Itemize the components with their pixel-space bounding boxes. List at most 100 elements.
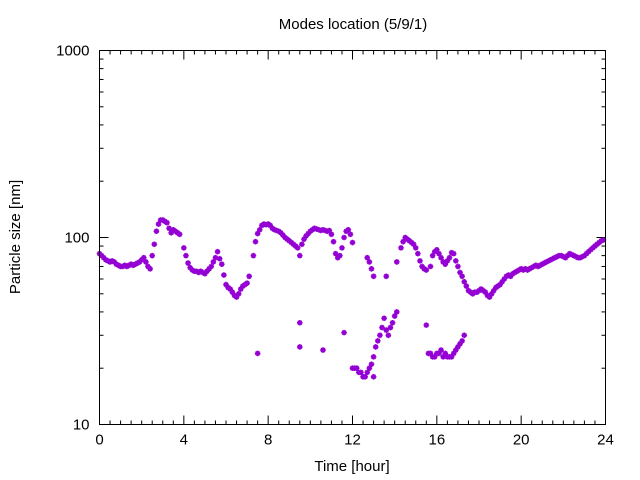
data-point	[600, 237, 607, 243]
data-point	[442, 350, 449, 357]
data-point	[136, 259, 143, 265]
x-tick-label: 0	[95, 432, 103, 449]
data-point	[417, 258, 423, 264]
data-point	[455, 263, 461, 270]
y-tick-label: 100	[64, 230, 89, 247]
data-point	[301, 236, 307, 242]
data-point	[345, 226, 352, 233]
data-point	[244, 280, 250, 286]
data-point	[398, 245, 404, 251]
data-point	[353, 365, 360, 372]
data-point	[278, 229, 284, 236]
data-point	[305, 230, 312, 237]
data-point	[457, 341, 463, 347]
data-point	[204, 268, 210, 275]
data-point	[377, 332, 383, 339]
data-point	[185, 260, 191, 266]
data-point	[459, 273, 465, 280]
data-point	[393, 259, 400, 265]
data-point	[389, 319, 396, 326]
data-point	[206, 266, 212, 272]
data-point	[212, 254, 219, 261]
data-point	[448, 354, 455, 360]
data-point	[237, 286, 244, 292]
data-point	[497, 281, 503, 288]
data-point	[423, 267, 430, 273]
data-point	[332, 250, 339, 257]
data-point	[164, 219, 170, 226]
data-point	[364, 369, 371, 376]
data-point	[366, 259, 373, 265]
data-point	[366, 365, 373, 372]
data-point	[149, 252, 156, 259]
x-tick-label: 4	[180, 432, 188, 449]
data-point	[438, 254, 444, 261]
data-point	[423, 322, 430, 328]
x-tick-label: 24	[597, 432, 614, 449]
data-point	[138, 256, 145, 263]
data-point	[223, 281, 229, 288]
data-point	[341, 234, 347, 241]
data-point	[166, 225, 172, 232]
data-point	[431, 248, 438, 255]
data-point	[147, 266, 153, 272]
data-point	[370, 373, 377, 380]
data-point	[488, 290, 495, 297]
x-tick-label: 20	[513, 432, 530, 449]
data-point	[254, 230, 261, 237]
data-point	[381, 315, 387, 322]
data-point	[183, 252, 189, 259]
data-point	[296, 252, 303, 259]
data-point	[246, 273, 252, 280]
data-point	[412, 245, 419, 251]
data-point	[216, 255, 223, 262]
data-point	[341, 329, 347, 336]
data-point	[176, 231, 183, 238]
data-point	[372, 344, 379, 350]
data-point	[153, 228, 160, 235]
tick-labels: 0 4 8 12 16 20 24 10 100 1000	[56, 43, 614, 449]
data-point	[585, 248, 592, 255]
data-point	[463, 283, 470, 289]
data-point	[280, 232, 286, 238]
data-point	[436, 350, 442, 357]
plot-frame	[99, 50, 606, 425]
data-point	[501, 276, 508, 282]
data-point	[587, 246, 594, 253]
data-point	[155, 221, 162, 227]
data-point	[440, 259, 446, 265]
x-tick-label: 12	[344, 432, 361, 449]
data-point	[453, 258, 459, 264]
data-point	[453, 347, 459, 353]
data-point	[364, 254, 371, 261]
data-point	[362, 373, 368, 380]
data-point	[221, 272, 227, 278]
data-point	[227, 286, 234, 292]
data-points	[96, 217, 607, 380]
data-point	[218, 261, 225, 267]
data-point	[294, 245, 301, 251]
data-point	[440, 354, 446, 360]
data-point	[292, 243, 299, 249]
chart-title: Modes location (5/9/1)	[279, 16, 427, 33]
data-point	[450, 250, 457, 257]
data-point	[235, 290, 242, 297]
data-point	[461, 278, 468, 285]
data-point	[202, 270, 208, 277]
data-point	[442, 261, 449, 267]
data-point	[151, 241, 158, 248]
data-point	[349, 239, 356, 246]
x-axis-label: Time [hour]	[314, 458, 389, 475]
data-point	[303, 233, 309, 239]
y-axis-label: Particle size [nm]	[7, 180, 24, 294]
data-point	[267, 222, 274, 229]
x-tick-label: 8	[264, 432, 272, 449]
data-point	[446, 254, 453, 261]
data-point	[427, 263, 434, 270]
data-point	[334, 254, 341, 261]
data-point	[337, 252, 343, 259]
data-point	[299, 241, 305, 248]
data-point	[427, 350, 434, 357]
data-point	[507, 273, 514, 280]
data-point	[436, 250, 442, 257]
